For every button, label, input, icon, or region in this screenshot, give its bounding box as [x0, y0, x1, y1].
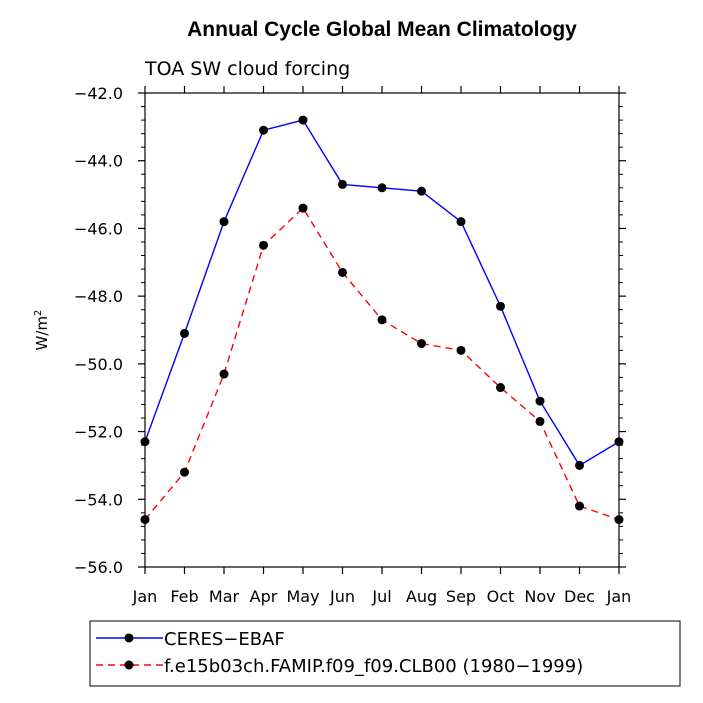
data-point-series-1 [417, 186, 426, 196]
series-line-2 [144, 207, 620, 521]
x-tick-label: Jan [132, 587, 158, 606]
data-point-series-1 [614, 437, 624, 447]
data-point-series-1 [377, 183, 387, 193]
y-tick-label: −52.0 [74, 423, 123, 442]
y-axis-label-text: W/m [33, 316, 51, 351]
data-point-series-1 [456, 217, 466, 227]
x-tick-label: Jan [606, 587, 632, 606]
legend-box [89, 620, 681, 687]
data-point-series-1 [496, 301, 505, 311]
data-point-series-2 [180, 467, 189, 477]
data-point-series-2 [417, 339, 426, 349]
data-point-series-1 [575, 460, 584, 470]
y-tick-label: −44.0 [74, 152, 123, 171]
x-tick-label: Dec [564, 587, 595, 606]
data-point-series-1 [259, 125, 268, 135]
x-tick-label: Aug [406, 587, 437, 606]
x-tick-label: Oct [487, 587, 515, 606]
data-point-series-2 [259, 240, 268, 250]
y-axis-label-superscript: 2 [33, 310, 44, 316]
y-tick-label: −54.0 [74, 490, 123, 509]
data-point-series-1 [298, 115, 308, 125]
y-tick-label: −48.0 [74, 287, 123, 306]
legend-marker-2 [124, 660, 134, 670]
legend-label-2: f.e15b03ch.FAMIP.f09_f09.CLB00 (1980−199… [164, 656, 583, 677]
data-point-series-2 [298, 203, 308, 213]
x-tick-label: Feb [170, 587, 198, 606]
x-tick-label: Jul [371, 587, 391, 606]
data-point-series-2 [535, 416, 545, 426]
y-tick-label: −56.0 [74, 558, 123, 577]
series-line-1 [144, 119, 620, 467]
data-point-series-1 [338, 179, 347, 189]
data-point-series-2 [614, 515, 624, 525]
data-point-series-2 [338, 267, 347, 277]
y-tick-label: −46.0 [74, 219, 123, 238]
plot-frame [144, 92, 620, 568]
x-tick-label: May [286, 587, 319, 606]
data-point-series-1 [140, 437, 150, 447]
data-point-series-1 [535, 396, 545, 406]
legend-marker-1 [124, 633, 134, 643]
y-tick-label: −42.0 [74, 84, 123, 103]
chart-title: Annual Cycle Global Mean Climatology [187, 18, 577, 41]
plot-area: −42.0 −44.0 −46.0 −48.0 −50.0 −52.0 −54.0 −56.0… [74, 84, 631, 606]
data-point-series-1 [219, 217, 229, 227]
data-point-series-2 [575, 501, 584, 511]
x-tick-label: Mar [209, 587, 240, 606]
legend-label-1: CERES−EBAF [164, 629, 285, 650]
data-point-series-2 [219, 369, 229, 379]
y-tick-label: −50.0 [74, 355, 123, 374]
x-tick-label: Nov [524, 587, 555, 606]
data-point-series-2 [496, 383, 505, 393]
data-point-series-1 [180, 328, 189, 338]
data-point-series-2 [377, 315, 387, 325]
legend: CERES−EBAF f.e15b03ch.FAMIP.f09_f09.CLB00… [89, 620, 681, 687]
x-tick-label: Sep [446, 587, 476, 606]
y-axis-label: W/m2 [33, 310, 51, 351]
chart-subtitle: TOA SW cloud forcing [144, 58, 350, 80]
x-tick-label: Apr [250, 587, 278, 606]
x-tick-label: Jun [329, 587, 355, 606]
data-point-series-2 [140, 515, 150, 525]
data-point-series-2 [456, 345, 466, 355]
